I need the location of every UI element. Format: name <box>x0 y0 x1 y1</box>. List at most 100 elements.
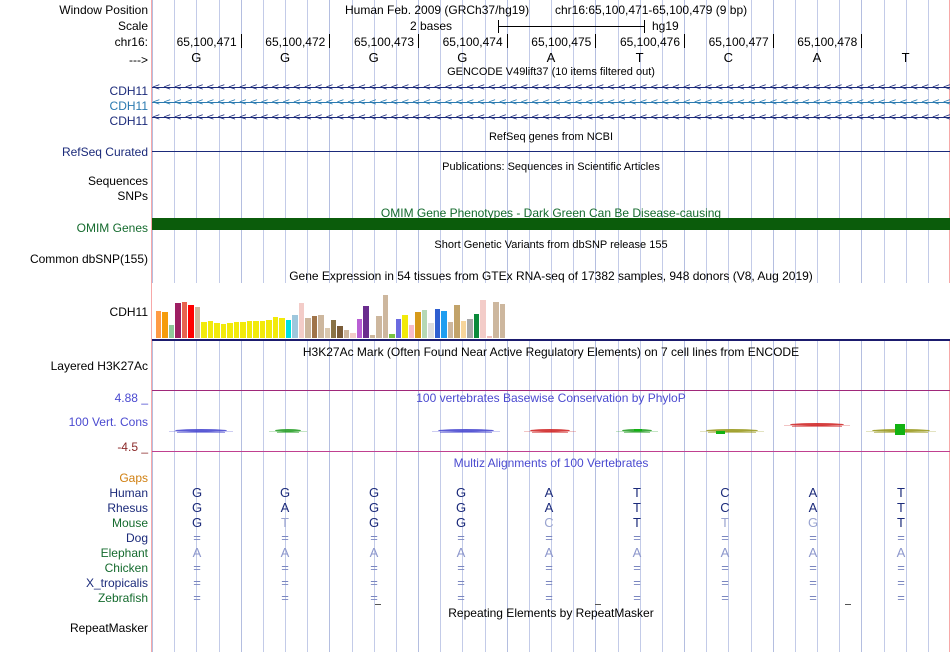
gtex-bar[interactable] <box>499 304 505 338</box>
label-layered-h3k27ac[interactable]: Layered H3K27Ac <box>50 359 148 373</box>
gtex-bar[interactable] <box>181 301 188 338</box>
gtex-bar[interactable] <box>434 309 441 338</box>
gtex-bar[interactable] <box>246 320 253 338</box>
conservation-segment[interactable] <box>438 429 494 432</box>
species-label-elephant[interactable]: Elephant <box>100 546 148 560</box>
gtex-bar[interactable] <box>162 312 168 338</box>
label-refseq-curated[interactable]: RefSeq Curated <box>61 145 148 159</box>
conservation-segment[interactable] <box>175 429 227 432</box>
gtex-bar[interactable] <box>175 303 181 338</box>
conservation-segment[interactable] <box>530 429 570 432</box>
gene-track-row-1[interactable]: <<<<<<<<<<<<<<<<<<<<<<<<<<<<<<<<<<<<<<<<… <box>152 82 950 93</box>
species-label-dog[interactable]: Dog <box>125 531 148 545</box>
gtex-bar[interactable] <box>324 328 330 338</box>
gtex-bar[interactable] <box>266 319 272 338</box>
alignment-base: A <box>632 545 642 560</box>
label-common-dbsnp[interactable]: Common dbSNP(155) <box>29 252 148 266</box>
alignment-base: G <box>191 500 203 515</box>
gtex-bar[interactable] <box>311 315 318 338</box>
label-repeatmasker[interactable]: RepeatMasker <box>69 621 148 635</box>
gtex-bar[interactable] <box>441 311 447 338</box>
gtex-bar[interactable] <box>220 323 227 338</box>
label-gtex-cdh11[interactable]: CDH11 <box>109 305 148 319</box>
species-label-rhesus[interactable]: Rhesus <box>107 501 148 515</box>
label-cons-track-title[interactable]: 100 Vert. Cons <box>68 415 148 429</box>
repeatmasker-tick <box>845 604 851 605</box>
gtex-bar[interactable] <box>233 321 240 338</box>
gtex-bar[interactable] <box>382 294 389 338</box>
gtex-bar[interactable] <box>467 318 473 338</box>
gtex-bar[interactable] <box>279 317 285 338</box>
label-gencode-cdh11-2[interactable]: CDH11 <box>109 99 148 113</box>
gtex-bar[interactable] <box>214 322 220 338</box>
gene-track-row-2[interactable]: <<<<<<<<<<<<<<<<<<<<<<<<<<<<<<<<<<<<<<<<… <box>152 97 950 108</box>
gtex-bar[interactable] <box>207 320 214 338</box>
gtex-bar[interactable] <box>389 334 395 338</box>
gene-line <box>152 117 950 118</box>
gtex-bar[interactable] <box>318 314 324 338</box>
conservation-segment[interactable] <box>275 429 301 432</box>
alignment-base: T <box>897 485 905 500</box>
gtex-bar[interactable] <box>415 312 421 338</box>
species-label-human[interactable]: Human <box>109 486 148 500</box>
alignment-base: = <box>545 530 553 545</box>
gtex-bar[interactable] <box>493 301 499 338</box>
species-label-chicken[interactable]: Chicken <box>104 561 148 575</box>
alignment-base: = <box>457 560 465 575</box>
gtex-bar[interactable] <box>156 311 162 338</box>
gtex-bar[interactable] <box>428 322 434 338</box>
label-gaps[interactable]: Gaps <box>119 471 148 485</box>
gtex-bar[interactable] <box>168 324 175 338</box>
conservation-segment[interactable] <box>706 429 758 432</box>
label-cons-max: 4.88 _ <box>114 391 148 405</box>
omim-gene-bar[interactable] <box>152 218 950 230</box>
gtex-bar[interactable] <box>292 314 298 338</box>
gtex-bar[interactable] <box>305 317 311 338</box>
gtex-bar[interactable] <box>486 336 493 338</box>
gtex-bar[interactable] <box>408 324 415 338</box>
gtex-bar[interactable] <box>253 320 259 338</box>
gtex-bar[interactable] <box>298 303 305 338</box>
gtex-bar[interactable] <box>369 335 376 338</box>
scale-bar-left-cap <box>498 20 499 33</box>
gtex-bar[interactable] <box>363 306 369 338</box>
gtex-bar[interactable] <box>331 319 337 338</box>
alignment-base: = <box>809 560 817 575</box>
species-label-zebrafish[interactable]: Zebrafish <box>97 591 148 605</box>
label-snps[interactable]: SNPs <box>117 189 148 203</box>
gtex-bar[interactable] <box>480 299 486 338</box>
label-omim-genes[interactable]: OMIM Genes <box>76 221 148 235</box>
gtex-bar[interactable] <box>454 305 460 338</box>
alignment-base: = <box>370 590 378 605</box>
gtex-bar[interactable] <box>194 307 201 338</box>
gtex-bar[interactable] <box>395 318 402 338</box>
gene-track-row-3[interactable]: <<<<<<<<<<<<<<<<<<<<<<<<<<<<<<<<<<<<<<<<… <box>152 112 950 123</box>
gtex-bar[interactable] <box>337 325 343 338</box>
alignment-base: = <box>897 575 905 590</box>
gtex-bar[interactable] <box>259 320 266 338</box>
label-gencode-cdh11-3[interactable]: CDH11 <box>109 114 148 128</box>
species-label-mouse[interactable]: Mouse <box>111 516 148 530</box>
gtex-bar[interactable] <box>376 315 382 338</box>
gtex-expression-barchart[interactable] <box>152 283 950 340</box>
gtex-bar[interactable] <box>460 320 467 338</box>
gtex-bar[interactable] <box>350 333 356 338</box>
gtex-bar[interactable] <box>343 330 350 338</box>
gtex-bar[interactable] <box>240 321 246 338</box>
conservation-segment[interactable] <box>790 423 844 426</box>
gtex-bar[interactable] <box>356 318 363 338</box>
gtex-bar[interactable] <box>188 305 194 338</box>
phylop-conservation-plot[interactable] <box>152 391 950 451</box>
gtex-bar[interactable] <box>421 310 428 338</box>
species-label-x_tropicalis[interactable]: X_tropicalis <box>85 576 148 590</box>
gtex-bar[interactable] <box>272 316 279 338</box>
label-sequences[interactable]: Sequences <box>87 174 148 188</box>
gtex-bar[interactable] <box>285 319 292 338</box>
gtex-bar[interactable] <box>227 322 233 338</box>
gtex-bar[interactable] <box>201 321 207 338</box>
refseq-gene-line[interactable] <box>152 151 950 152</box>
label-gencode-cdh11-1[interactable]: CDH11 <box>109 84 148 98</box>
gtex-bar[interactable] <box>447 321 454 338</box>
gtex-bar[interactable] <box>473 314 480 338</box>
gtex-bar[interactable] <box>402 314 408 338</box>
